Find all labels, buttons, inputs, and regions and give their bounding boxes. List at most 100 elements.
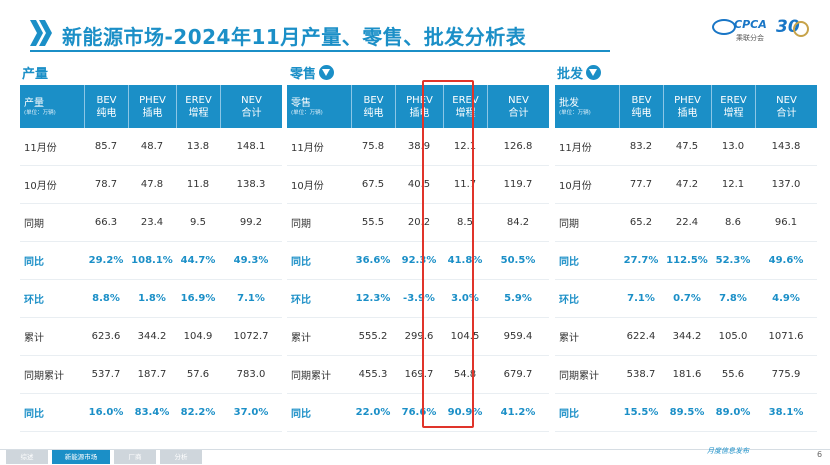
table-cell: 84.2 <box>506 217 530 228</box>
row-label: 环比 <box>559 295 579 306</box>
table-cell: 7.1% <box>237 293 265 304</box>
table-cell: 52.3% <box>715 255 751 266</box>
header-cell: BEV 纯电 <box>619 85 663 128</box>
table-row: 环比 8.8% 1.8% 16.9% 7.1% <box>20 280 282 318</box>
header-line1: PHEV <box>674 94 701 106</box>
table-cell: 47.8 <box>140 179 164 190</box>
table-cell: 8.8% <box>92 293 120 304</box>
row-label: 11月份 <box>559 143 592 154</box>
table-row: 同期累计 455.3 169.7 54.8 679.7 <box>287 356 549 394</box>
table-row: 同比 22.0% 76.6% 90.9% 41.2% <box>287 394 549 432</box>
table-cell: 16.9% <box>180 293 216 304</box>
row-label: 环比 <box>291 295 311 306</box>
table-row: 同期累计 537.7 187.7 57.6 783.0 <box>20 356 282 394</box>
title-underline <box>30 50 610 52</box>
table-cell: 36.6% <box>355 255 391 266</box>
table-cell: 22.0% <box>355 407 391 418</box>
header-line1: BEV <box>631 94 652 106</box>
footer-tab-manufacturer[interactable]: 厂商 <box>114 450 156 464</box>
table-row: 10月份 77.7 47.2 12.1 137.0 <box>555 166 817 204</box>
section-label-text: 零售 <box>290 67 317 82</box>
table-cell: 89.5% <box>669 407 705 418</box>
production-table: 产量 (单位：万辆) BEV 纯电 PHEV 插电 EREV 增程 NEV 合计 11月份 85.7 4… <box>20 85 282 432</box>
header-cell: NEV 合计 <box>487 85 549 128</box>
table-cell: 104.9 <box>183 331 213 342</box>
header-line2: 纯电 <box>96 107 117 119</box>
table-cell: 12.1 <box>453 141 477 152</box>
table-cell: 55.5 <box>361 217 385 228</box>
table-cell: 4.9% <box>772 293 800 304</box>
row-label: 环比 <box>24 295 44 306</box>
table-cell: 148.1 <box>236 141 266 152</box>
table-cell: 83.4% <box>134 407 170 418</box>
table-row: 同比 29.2% 108.1% 44.7% 49.3% <box>20 242 282 280</box>
table-cell: 11.7 <box>453 179 477 190</box>
header-metric-label: 产量 <box>24 97 44 109</box>
section-label-production: 产量 <box>22 63 48 82</box>
row-label: 同比 <box>24 257 44 268</box>
header-line1: BEV <box>96 94 117 106</box>
table-cell: 12.3% <box>355 293 391 304</box>
footer-tab-nev-market[interactable]: 新能源市场 <box>52 450 110 464</box>
table-cell: 1.8% <box>138 293 166 304</box>
table-cell: 181.6 <box>672 369 702 380</box>
table-cell: 13.0 <box>721 141 745 152</box>
table-cell: 48.7 <box>140 141 164 152</box>
table-row: 11月份 83.2 47.5 13.0 143.8 <box>555 128 817 166</box>
table-header: 产量 (单位：万辆) BEV 纯电 PHEV 插电 EREV 增程 NEV 合计 <box>20 85 282 128</box>
header-line2: 插电 <box>142 107 163 119</box>
table-cell: 29.2% <box>88 255 124 266</box>
footer-tab-analysis[interactable]: 分析 <box>160 450 202 464</box>
header-cell: EREV 增程 <box>443 85 487 128</box>
double-chevron-right-icon <box>30 20 52 46</box>
table-cell: 16.0% <box>88 407 124 418</box>
header-cell: BEV 纯电 <box>84 85 128 128</box>
header-cell: PHEV 插电 <box>663 85 711 128</box>
header-line1: PHEV <box>406 94 433 106</box>
table-cell: 538.7 <box>626 369 656 380</box>
header-cell: PHEV 插电 <box>128 85 176 128</box>
table-cell: 15.5% <box>623 407 659 418</box>
footer-tab-overview[interactable]: 综述 <box>6 450 48 464</box>
table-row: 10月份 78.7 47.8 11.8 138.3 <box>20 166 282 204</box>
table-cell: 47.2 <box>675 179 699 190</box>
table-cell: 54.8 <box>453 369 477 380</box>
table-cell: 143.8 <box>771 141 801 152</box>
cpca-org: 乘联分会 <box>736 34 764 42</box>
header-unit-label: (单位：万辆) <box>24 109 56 116</box>
erev-retail-highlight-box <box>422 80 474 428</box>
table-cell: 12.1 <box>721 179 745 190</box>
row-label: 同比 <box>291 257 311 268</box>
table-row: 同期 55.5 20.2 8.5 84.2 <box>287 204 549 242</box>
table-row: 环比 12.3% -3.9% 3.0% 5.9% <box>287 280 549 318</box>
table-cell: 41.2% <box>500 407 536 418</box>
table-cell: 126.8 <box>503 141 533 152</box>
page-title: 新能源市场-2024年11月产量、零售、批发分析表 <box>62 25 527 49</box>
row-label: 同期 <box>24 219 44 230</box>
table-cell: 41.8% <box>447 255 483 266</box>
row-label: 同期累计 <box>559 371 599 382</box>
header-line1: NEV <box>776 94 797 106</box>
table-cell: 555.2 <box>358 331 388 342</box>
table-cell: 187.7 <box>137 369 167 380</box>
table-row: 环比 7.1% 0.7% 7.8% 4.9% <box>555 280 817 318</box>
header-line1: NEV <box>241 94 262 106</box>
table-cell: 344.2 <box>672 331 702 342</box>
table-row: 11月份 85.7 48.7 13.8 148.1 <box>20 128 282 166</box>
table-cell: 13.8 <box>186 141 210 152</box>
row-label: 同比 <box>24 409 44 420</box>
table-row: 同比 16.0% 83.4% 82.2% 37.0% <box>20 394 282 432</box>
table-cell: 105.0 <box>718 331 748 342</box>
table-cell: 49.3% <box>233 255 269 266</box>
table-cell: 1071.6 <box>768 331 804 342</box>
table-cell: 3.0% <box>451 293 479 304</box>
table-cell: 37.0% <box>233 407 269 418</box>
cpca-brand: CPCA <box>734 18 767 31</box>
header-line2: 插电 <box>409 107 430 119</box>
table-cell: 75.8 <box>361 141 385 152</box>
row-label: 10月份 <box>24 181 57 192</box>
table-cell: 44.7% <box>180 255 216 266</box>
header-line1: BEV <box>363 94 384 106</box>
table-row: 10月份 67.5 40.5 11.7 119.7 <box>287 166 549 204</box>
header-line1: EREV <box>452 94 479 106</box>
